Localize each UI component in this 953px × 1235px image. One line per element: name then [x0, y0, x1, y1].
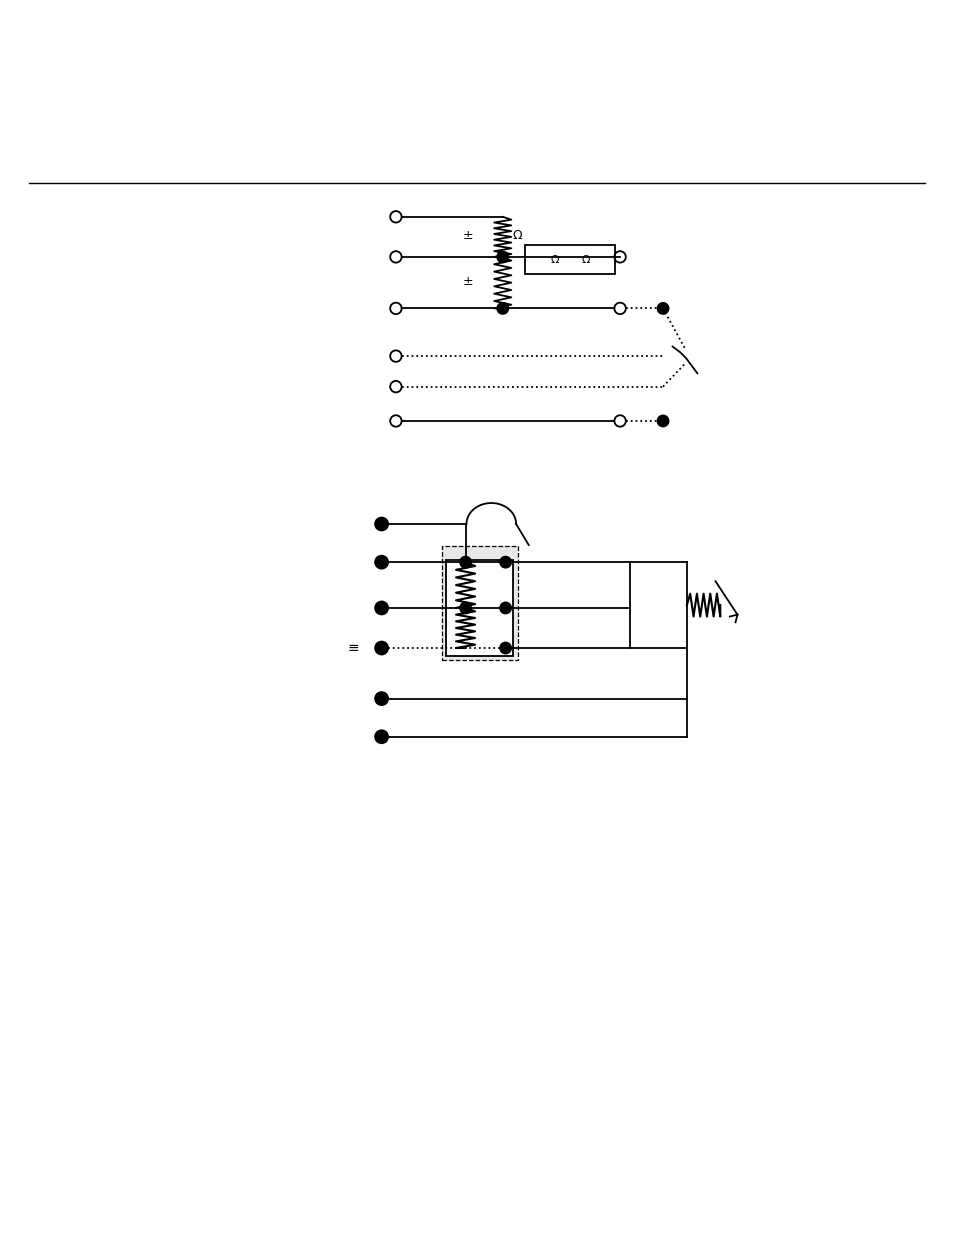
Circle shape: [499, 642, 511, 653]
Circle shape: [657, 415, 668, 427]
Circle shape: [375, 730, 388, 743]
Circle shape: [375, 517, 388, 531]
Circle shape: [497, 303, 508, 314]
Circle shape: [375, 556, 388, 569]
Text: Ω: Ω: [512, 230, 521, 242]
Bar: [441, 546, 517, 661]
Bar: [446, 561, 513, 656]
Text: ≡: ≡: [347, 641, 358, 655]
Circle shape: [459, 557, 471, 568]
Text: Ω: Ω: [550, 254, 558, 264]
Bar: [441, 546, 517, 661]
Text: ±: ±: [461, 230, 473, 242]
Circle shape: [375, 601, 388, 615]
Circle shape: [497, 251, 508, 263]
Circle shape: [499, 557, 511, 568]
Circle shape: [459, 603, 471, 614]
Text: ±: ±: [461, 275, 473, 288]
Circle shape: [657, 303, 668, 314]
Circle shape: [499, 603, 511, 614]
Circle shape: [375, 641, 388, 655]
Text: Ω: Ω: [580, 254, 589, 264]
Bar: [524, 246, 615, 274]
Circle shape: [375, 692, 388, 705]
